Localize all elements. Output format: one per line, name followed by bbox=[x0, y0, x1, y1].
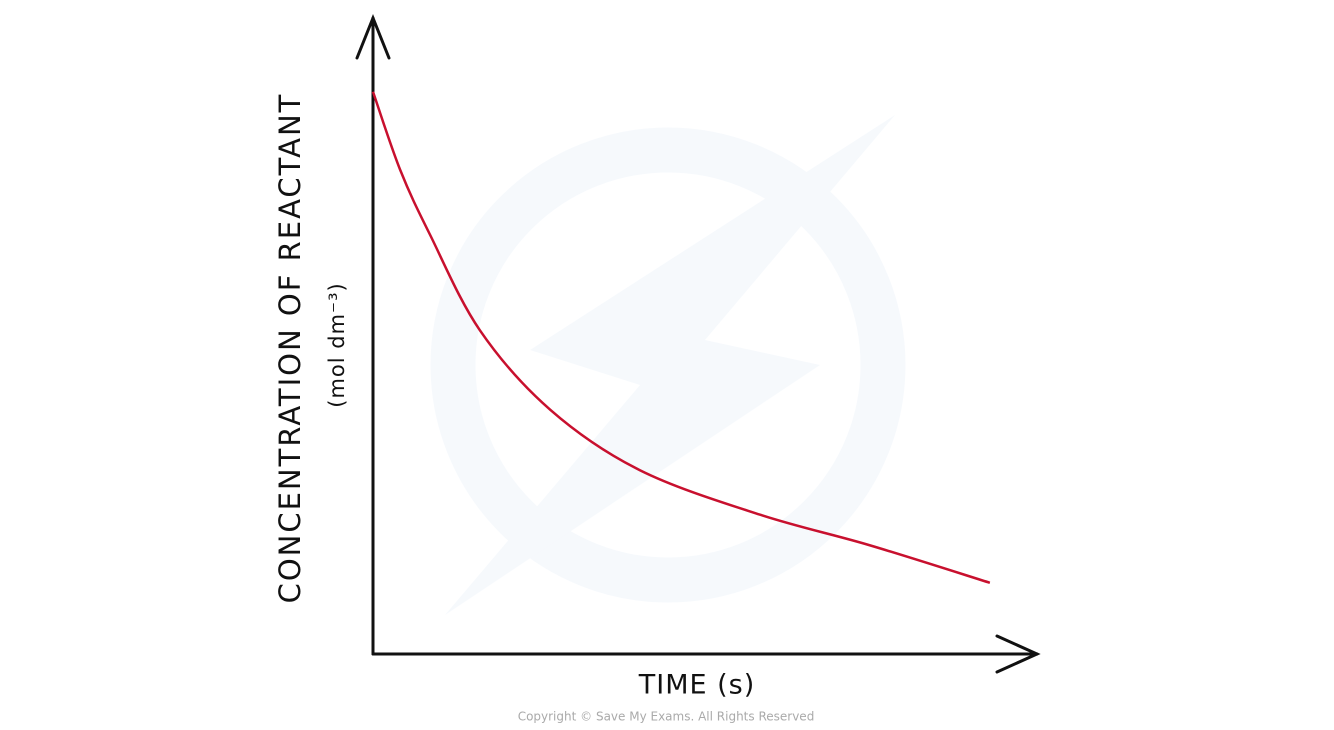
y-axis-units: (mol dm⁻³) bbox=[325, 282, 349, 408]
x-arrow bbox=[995, 634, 1041, 674]
axes bbox=[355, 13, 1041, 674]
data-line bbox=[371, 91, 991, 584]
watermark bbox=[430, 115, 906, 615]
y-arrow bbox=[355, 13, 391, 60]
y-axis-label: CONCENTRATION OF REACTANT bbox=[273, 93, 307, 604]
copyright: Copyright © Save My Exams. All Rights Re… bbox=[518, 710, 815, 724]
x-axis-label: TIME (s) bbox=[638, 670, 756, 701]
